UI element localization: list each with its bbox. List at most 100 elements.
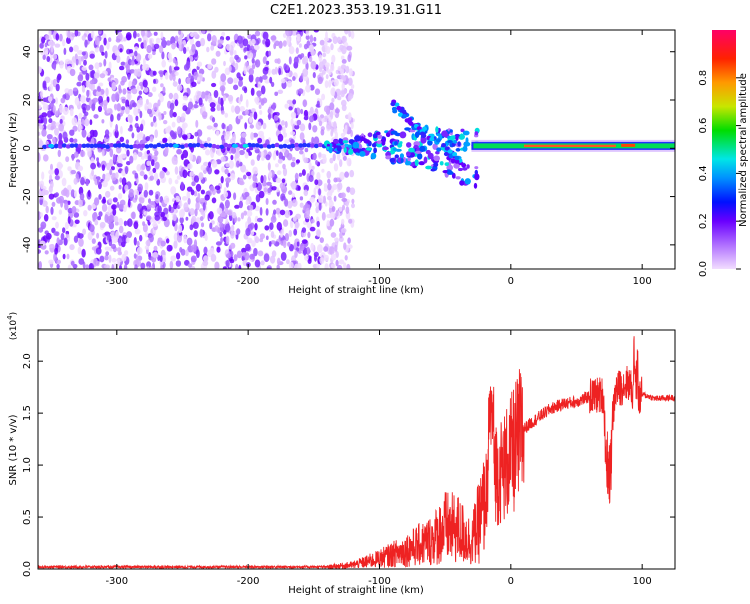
spectrogram-speckle [145, 136, 151, 142]
spectrogram-speckle [120, 61, 126, 66]
transition-blob [432, 143, 438, 150]
carrier-blob [211, 143, 217, 149]
spectrogram-speckle [252, 173, 257, 182]
spectrogram-speckle [169, 73, 174, 81]
spectrogram-speckle [51, 216, 57, 221]
spectrogram-speckle [143, 189, 148, 198]
carrier-blob [302, 142, 308, 148]
diagonal-blob [401, 114, 407, 119]
spectrogram-speckle [46, 56, 51, 62]
spectrogram-speckle [270, 231, 275, 238]
spectrogram-speckle [262, 31, 269, 40]
spectrogram-speckle [116, 113, 121, 121]
spectrogram-speckle [117, 193, 123, 200]
spectrogram-speckle [286, 80, 293, 88]
spectrogram-speckle [156, 178, 161, 186]
spectrogram-speckle [189, 224, 194, 231]
spectrogram-speckle [69, 244, 75, 251]
spectrogram-speckle [110, 114, 114, 122]
spectrogram-speckle [204, 194, 210, 201]
spectrogram-speckle [123, 220, 127, 227]
diagonal-blob [443, 151, 449, 157]
spectrogram-speckle [329, 211, 336, 220]
spectrogram-speckle [313, 187, 317, 196]
spectrogram-speckle [263, 174, 267, 183]
spectrogram-speckle [322, 52, 327, 58]
spectrogram-speckle [105, 251, 110, 256]
colorbar-tick-label: 0.8 [698, 70, 709, 86]
carrier-blob [160, 144, 166, 149]
spectrogram-speckle [245, 227, 251, 237]
transition-blob [463, 141, 471, 147]
spectrogram-speckle [98, 194, 102, 200]
spectrogram-speckle [176, 234, 183, 243]
spectrogram-speckle [139, 234, 143, 242]
transition-blob [452, 139, 458, 144]
spectrogram-speckle [271, 186, 277, 191]
spectrogram-speckle [105, 190, 111, 198]
spectrogram-speckle [210, 45, 215, 51]
spectrogram-speckle [296, 241, 300, 247]
spectrogram-speckle [40, 212, 43, 218]
spectrogram-speckle [278, 67, 282, 76]
spectrogram-speckle [158, 93, 163, 98]
spectrogram-speckle [182, 95, 188, 101]
spectrogram-speckle [348, 93, 354, 100]
spectrogram-speckle [90, 30, 95, 39]
transition-blob [377, 140, 382, 144]
spectrogram-speckle [169, 130, 175, 137]
spectrogram-speckle [303, 43, 308, 50]
spectrogram-speckle [129, 69, 135, 74]
spectrogram-speckle [189, 170, 194, 177]
transition-blob [417, 153, 423, 160]
spectrogram-speckle [301, 227, 307, 233]
spectrogram-speckle [303, 189, 309, 197]
spectrogram-speckle [172, 111, 177, 118]
spectrogram-speckle [310, 49, 316, 56]
spectrogram-speckle [85, 178, 89, 187]
spectrogram-speckle [101, 203, 108, 212]
spectrogram-speckle [78, 238, 84, 247]
transition-blob [371, 143, 377, 148]
spectrogram-speckle [133, 107, 139, 117]
spectrogram-speckle [318, 152, 322, 158]
spectrogram-speckle [251, 64, 256, 70]
spectrogram-speckle [111, 257, 117, 263]
spectrogram-speckle [73, 190, 78, 198]
spectrogram-speckle [333, 195, 337, 202]
spectrogram-speckle [169, 102, 175, 111]
spectrogram-speckle [85, 72, 90, 81]
spectrogram-speckle [270, 35, 277, 41]
spectrogram-speckle [38, 66, 42, 74]
spectrogram-frame [37, 29, 676, 270]
spectrogram-speckle [48, 244, 55, 248]
spectrogram-speckle [183, 64, 190, 71]
spectrogram-speckle [262, 56, 267, 64]
spectrogram-speckle [50, 44, 54, 53]
carrier-blob [254, 143, 260, 148]
spectrogram-speckle [133, 189, 140, 197]
spectrogram-speckle [165, 171, 170, 176]
spectrogram-speckle [265, 60, 270, 65]
carrier-blob [77, 143, 83, 149]
spectrogram-speckle [251, 108, 256, 113]
spectrogram-speckle [341, 82, 345, 91]
spectrogram-speckle [132, 102, 137, 108]
spectrogram-speckle [81, 85, 86, 93]
spectrogram-speckle [116, 103, 122, 112]
transition-blob [352, 141, 360, 149]
spectrogram-speckle [170, 36, 176, 45]
spectrogram-speckle [78, 124, 83, 131]
carrier-blob [120, 143, 126, 148]
spectrogram-speckle [134, 46, 139, 51]
spectrogram-speckle [153, 245, 158, 252]
spectrogram-speckle [306, 246, 310, 255]
spectrogram-speckle [288, 261, 294, 269]
spectrogram-speckle [48, 118, 53, 124]
spectrogram-speckle [94, 36, 99, 46]
carrier-blob [148, 143, 154, 148]
transition-blob [430, 168, 436, 172]
spectrogram-speckle [275, 150, 279, 157]
spectrogram-speckle [164, 72, 169, 80]
transition-blob [402, 157, 407, 163]
